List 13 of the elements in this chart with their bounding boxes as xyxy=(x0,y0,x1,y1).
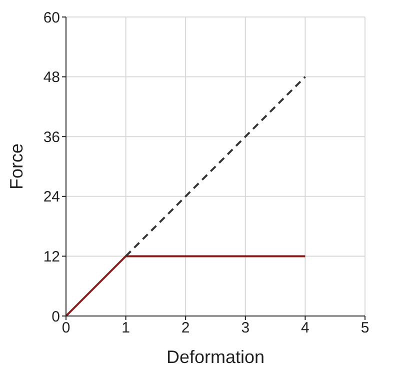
y-tick-label: 48 xyxy=(43,69,60,86)
y-axis-title: Force xyxy=(6,143,26,190)
x-tick-label: 4 xyxy=(301,320,310,337)
y-tick-label: 12 xyxy=(43,248,60,266)
y-tick-label: 36 xyxy=(43,128,60,146)
y-tick-label: 0 xyxy=(52,308,60,326)
x-axis-title: Deformation xyxy=(166,347,265,367)
x-tick-label: 2 xyxy=(181,320,190,337)
x-tick-label: 3 xyxy=(241,320,250,337)
y-tick-label: 24 xyxy=(43,188,60,206)
y-tick-label: 60 xyxy=(43,9,60,26)
x-tick-label: 1 xyxy=(122,320,130,337)
x-tick-label: 5 xyxy=(360,320,370,337)
